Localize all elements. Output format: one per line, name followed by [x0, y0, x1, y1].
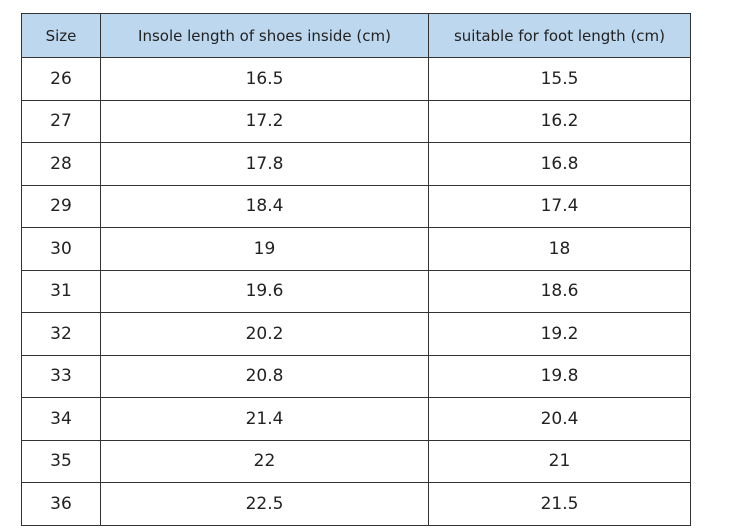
- cell-insole-length: 16.5: [100, 57, 429, 101]
- cell-foot-length: 16.2: [428, 99, 691, 143]
- cell-insole-length: 20.2: [100, 312, 429, 356]
- table-row: 35 22 21: [21, 439, 691, 483]
- cell-foot-length: 19.8: [428, 354, 691, 398]
- table-row: 28 17.8 16.8: [21, 142, 691, 186]
- header-insole-length: Insole length of shoes inside (cm): [100, 13, 429, 58]
- cell-foot-length: 21: [428, 439, 691, 483]
- header-size: Size: [21, 13, 101, 58]
- cell-insole-length: 17.2: [100, 99, 429, 143]
- cell-size: 36: [21, 482, 101, 526]
- table-row: 31 19.6 18.6: [21, 269, 691, 313]
- size-chart-table: Size Insole length of shoes inside (cm) …: [21, 13, 691, 526]
- cell-size: 28: [21, 142, 101, 186]
- table-row: 36 22.5 21.5: [21, 482, 691, 526]
- table-row: 33 20.8 19.8: [21, 354, 691, 398]
- cell-insole-length: 18.4: [100, 184, 429, 228]
- cell-insole-length: 19.6: [100, 269, 429, 313]
- cell-size: 34: [21, 397, 101, 441]
- table-row: 29 18.4 17.4: [21, 184, 691, 228]
- cell-insole-length: 17.8: [100, 142, 429, 186]
- table-row: 26 16.5 15.5: [21, 57, 691, 101]
- header-foot-length: suitable for foot length (cm): [428, 13, 691, 58]
- cell-size: 32: [21, 312, 101, 356]
- cell-size: 35: [21, 439, 101, 483]
- cell-size: 30: [21, 227, 101, 271]
- cell-size: 29: [21, 184, 101, 228]
- cell-insole-length: 22.5: [100, 482, 429, 526]
- cell-foot-length: 20.4: [428, 397, 691, 441]
- cell-size: 33: [21, 354, 101, 398]
- cell-size: 27: [21, 99, 101, 143]
- table-row: 30 19 18: [21, 227, 691, 271]
- cell-foot-length: 15.5: [428, 57, 691, 101]
- cell-foot-length: 17.4: [428, 184, 691, 228]
- cell-foot-length: 18: [428, 227, 691, 271]
- cell-size: 31: [21, 269, 101, 313]
- cell-insole-length: 22: [100, 439, 429, 483]
- cell-foot-length: 21.5: [428, 482, 691, 526]
- cell-insole-length: 19: [100, 227, 429, 271]
- table-row: 34 21.4 20.4: [21, 397, 691, 441]
- cell-foot-length: 19.2: [428, 312, 691, 356]
- cell-foot-length: 16.8: [428, 142, 691, 186]
- cell-insole-length: 21.4: [100, 397, 429, 441]
- cell-insole-length: 20.8: [100, 354, 429, 398]
- cell-size: 26: [21, 57, 101, 101]
- cell-foot-length: 18.6: [428, 269, 691, 313]
- table-row: 32 20.2 19.2: [21, 312, 691, 356]
- table-row: 27 17.2 16.2: [21, 99, 691, 143]
- header-row: Size Insole length of shoes inside (cm) …: [21, 13, 691, 58]
